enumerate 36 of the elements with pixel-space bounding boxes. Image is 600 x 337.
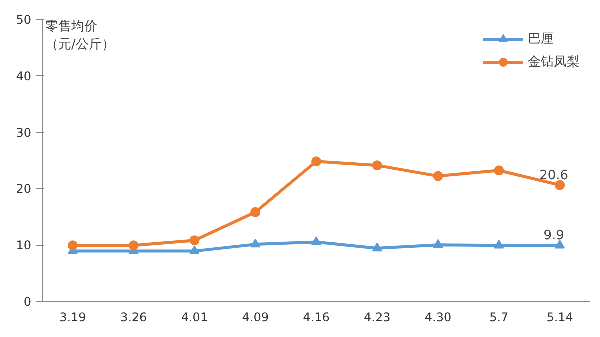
legend-label: 金钻凤梨 <box>528 54 580 71</box>
x-tick-label: 3.19 <box>60 310 86 324</box>
point <box>250 207 261 218</box>
y-tick-label: 0 <box>24 295 32 309</box>
point <box>250 238 261 248</box>
x-tick-label: 3.26 <box>120 310 148 324</box>
y-tick-label: 20 <box>16 182 32 196</box>
point <box>433 171 444 182</box>
y-tick-label: 50 <box>16 13 32 27</box>
x-tick-label: 5.7 <box>490 310 509 324</box>
point <box>372 242 382 252</box>
y-tick-label: 10 <box>16 238 32 253</box>
point <box>372 160 382 171</box>
point <box>68 240 78 251</box>
x-tick-label: 4.23 <box>364 310 391 324</box>
legend-label: 巴厘 <box>528 31 554 48</box>
x-tick-label: 4.01 <box>181 310 208 324</box>
point <box>494 166 504 176</box>
point <box>190 246 200 254</box>
point <box>312 236 322 246</box>
y-tick-label: 30 <box>16 126 32 140</box>
point <box>555 180 566 190</box>
x-tick-label: 4.16 <box>303 310 330 324</box>
point <box>312 156 322 167</box>
x-tick-label: 4.09 <box>242 310 269 324</box>
y-axis-title: 零售均价（元/公斤） <box>46 20 115 52</box>
point <box>433 239 444 248</box>
data-label: 9.9 <box>544 228 564 244</box>
x-tick-label: 4.30 <box>424 310 452 324</box>
data-label: 20.6 <box>540 168 569 184</box>
x-tick-label: 5.14 <box>546 310 574 324</box>
point <box>494 240 504 249</box>
y-tick-label: 40 <box>16 69 32 84</box>
point <box>555 240 566 249</box>
point <box>190 236 200 246</box>
point <box>128 240 139 251</box>
